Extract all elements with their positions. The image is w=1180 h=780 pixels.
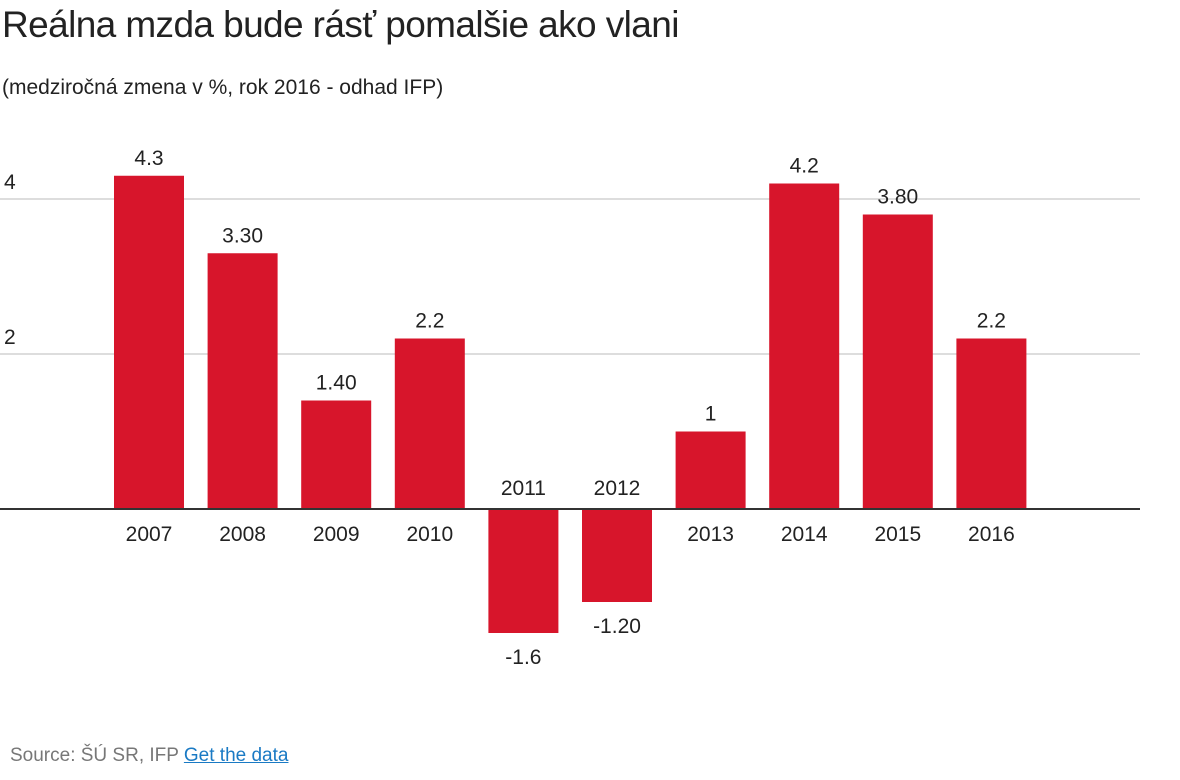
category-label-2011: 2011 (501, 477, 546, 500)
get-the-data-link[interactable]: Get the data (183, 745, 289, 766)
value-label-2008: 3.30 (222, 224, 263, 247)
value-label-2009: 1.40 (316, 372, 357, 395)
category-label-2008: 2008 (219, 523, 266, 546)
source-text: Source: ŠÚ SR, IFP (10, 745, 179, 766)
bar-2009 (301, 400, 372, 509)
category-label-2013: 2013 (687, 523, 734, 546)
bar-2016 (956, 338, 1027, 509)
y-tick-label-4: 4 (4, 171, 16, 194)
value-label-2015: 3.80 (877, 186, 918, 209)
bar-2010 (394, 338, 465, 509)
bar-2007 (114, 175, 184, 509)
category-label-2010: 2010 (406, 523, 453, 546)
value-label-2011: -1.6 (505, 646, 541, 669)
bar-2015 (862, 214, 933, 509)
chart-title: Reálna mzda bude rásť pomalšie ako vlani (2, 4, 679, 45)
value-label-2014: 4.2 (790, 155, 819, 178)
bar-2008 (207, 253, 278, 509)
category-labels: 2007 2008 2009 2010 2011 2012 2013 2014 2015 2016 (126, 477, 1015, 546)
category-label-2007: 2007 (126, 523, 173, 546)
category-label-2016: 2016 (968, 523, 1015, 546)
bar-2011 (488, 509, 559, 633)
category-label-2012: 2012 (594, 477, 641, 500)
value-label-2010: 2.2 (415, 310, 444, 333)
bar-2013 (675, 431, 746, 509)
value-label-2016: 2.2 (977, 310, 1006, 333)
value-labels: 4.3 3.30 1.40 2.2 -1.6 -1.20 1 4.2 3.80 2.2 (134, 147, 1006, 669)
value-label-2012: -1.20 (593, 615, 641, 638)
source-footer: Source: ŠÚ SR, IFP Get the data (10, 745, 288, 767)
category-label-2009: 2009 (313, 523, 360, 546)
y-tick-labels: 24 (4, 171, 16, 349)
y-tick-label-2: 2 (4, 326, 16, 349)
value-label-2007: 4.3 (134, 147, 163, 170)
bar-2012 (582, 509, 652, 602)
bar-2014 (769, 183, 840, 509)
category-label-2015: 2015 (874, 523, 921, 546)
value-label-2013: 1 (705, 403, 717, 426)
chart-subtitle: (medziročná zmena v %, rok 2016 - odhad … (2, 76, 444, 99)
category-label-2014: 2014 (781, 523, 828, 546)
gridlines (0, 198, 1140, 355)
bars (114, 175, 1027, 633)
